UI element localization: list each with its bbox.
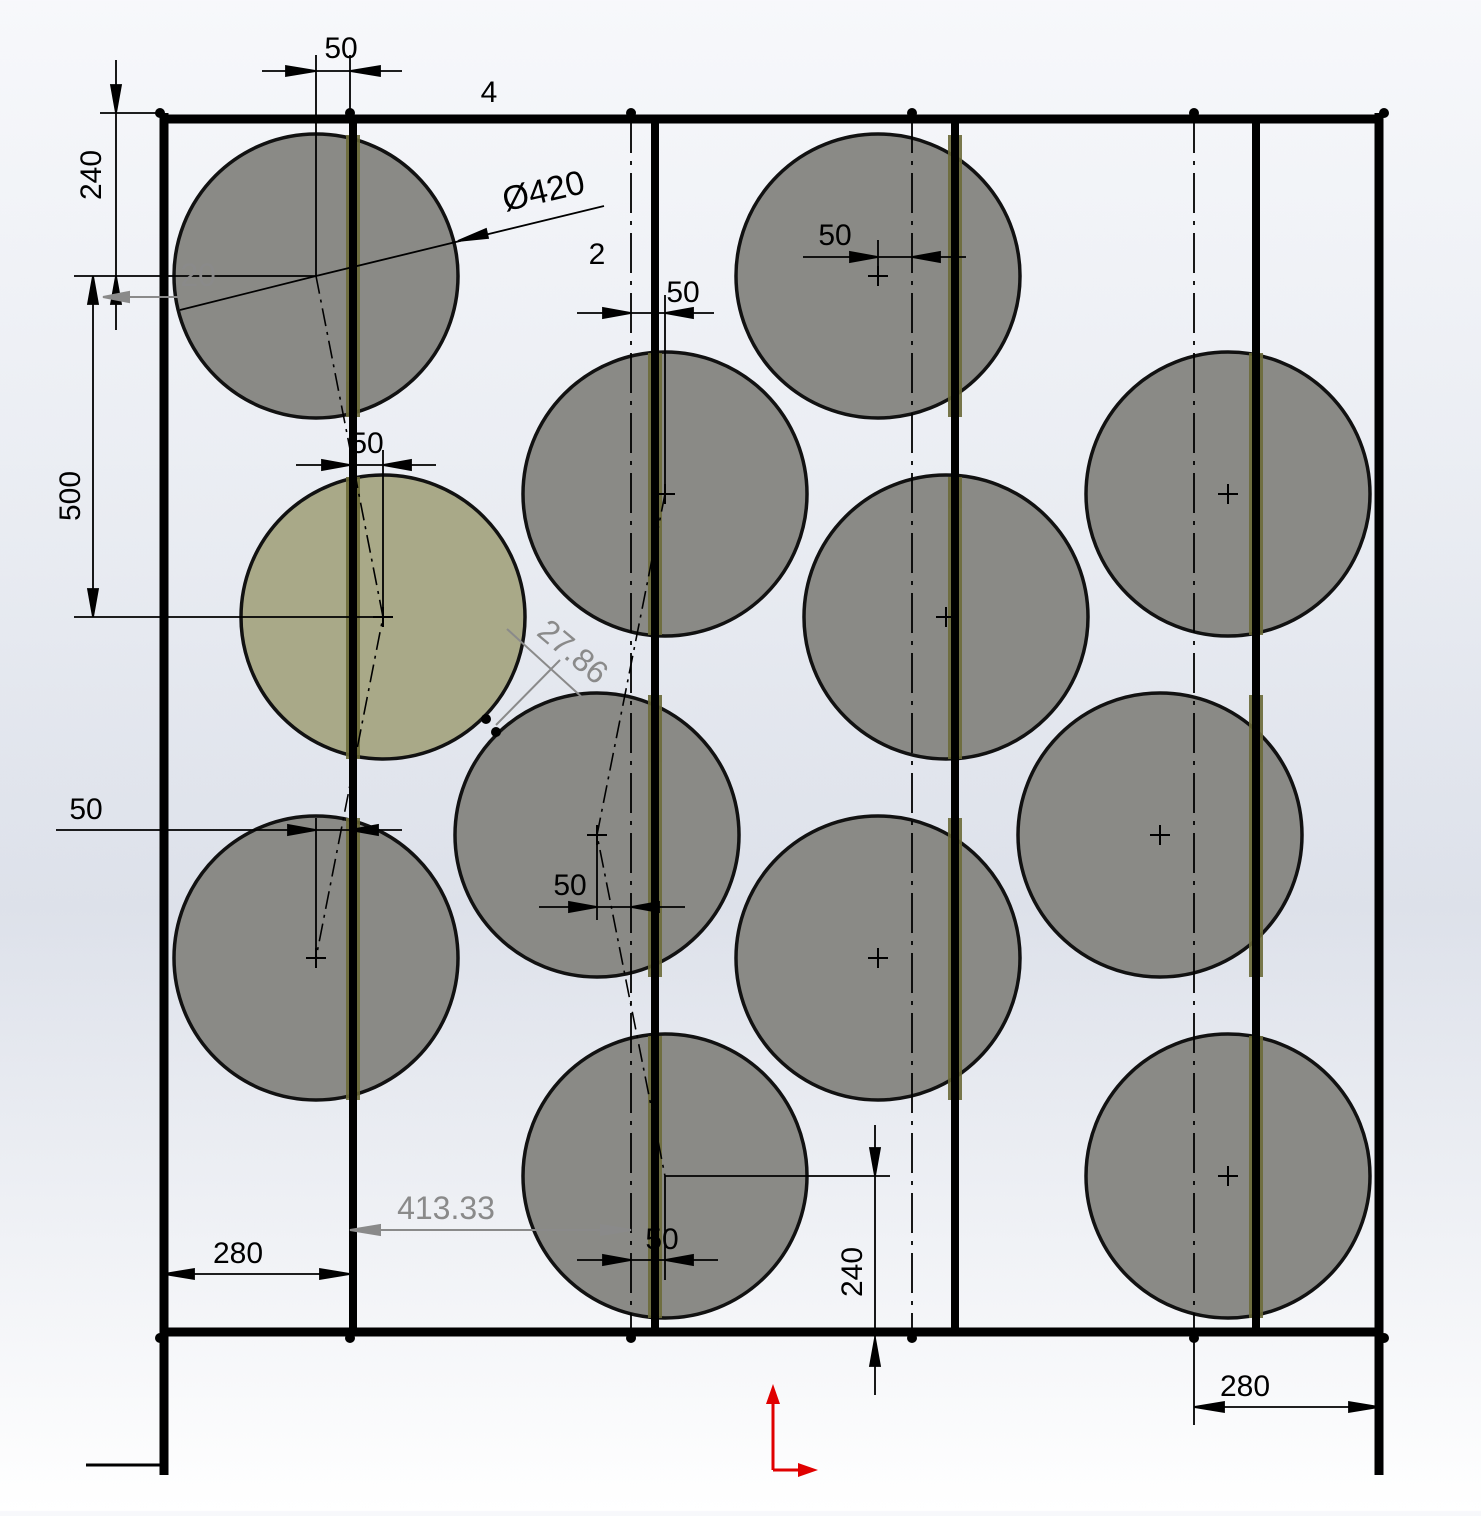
dim-spacing-col2-mid[interactable]: 50 <box>553 869 586 902</box>
dim-diameter-secondary[interactable]: 20 <box>180 257 216 293</box>
dim-right-margin[interactable]: 280 <box>1220 1370 1270 1403</box>
dimension-lines <box>56 55 1380 1467</box>
driven-dimension-lines <box>102 290 632 1237</box>
origin-axis-icon <box>766 1384 818 1477</box>
dim-spacing-mid-left[interactable]: 50 <box>350 427 383 460</box>
dim-rod-gap[interactable]: 2 <box>589 238 606 271</box>
dim-spacing-lower-left[interactable]: 50 <box>69 793 102 826</box>
dim-frame-thickness[interactable]: 4 <box>481 76 498 109</box>
dim-bottom-offset[interactable]: 240 <box>836 1247 869 1297</box>
dim-column-spacing[interactable]: 413.33 <box>397 1190 495 1226</box>
frame <box>159 113 1384 1475</box>
dim-gap-between-circles[interactable]: 27.86 <box>531 612 615 691</box>
dim-top-offset[interactable]: 240 <box>75 150 108 200</box>
dim-spacing-col3-top[interactable]: 50 <box>818 219 851 252</box>
dim-left-margin[interactable]: 280 <box>213 1237 263 1270</box>
centerlines <box>349 113 1195 1338</box>
dim-top-spacing[interactable]: 50 <box>324 32 357 65</box>
dim-diameter[interactable]: Ø420 <box>499 163 589 219</box>
dim-spacing-col2-top[interactable]: 50 <box>666 276 699 309</box>
dim-vertical-pitch[interactable]: 500 <box>54 471 87 521</box>
dimension-labels: 50 4 240 Ø420 20 2 50 50 50 500 27.86 50… <box>54 32 1270 1403</box>
dim-spacing-col2-bottom[interactable]: 50 <box>645 1223 678 1256</box>
